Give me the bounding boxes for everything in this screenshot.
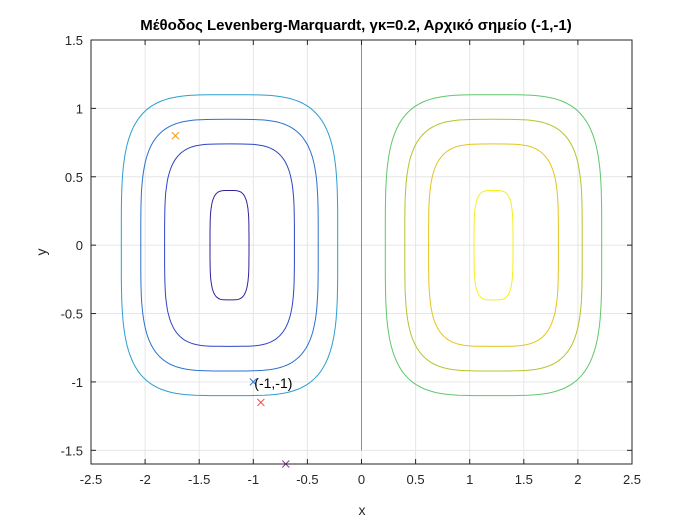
y-axis-label: y bbox=[33, 249, 49, 256]
chart-title: Μέθοδος Levenberg-Marquardt, γκ=0.2, Αρχ… bbox=[140, 17, 572, 34]
contour-line bbox=[428, 143, 559, 347]
contour-line bbox=[404, 118, 583, 372]
x-tick-label: 1 bbox=[466, 472, 473, 487]
y-tick-label: -1.5 bbox=[61, 443, 83, 458]
contour-line bbox=[384, 94, 603, 397]
contour-line bbox=[164, 143, 295, 347]
x-tick-label: -0.5 bbox=[296, 472, 318, 487]
x-tick-label: 0 bbox=[358, 472, 365, 487]
contour-line bbox=[209, 190, 250, 301]
point-annotation: (-1,-1) bbox=[254, 375, 292, 391]
x-marker bbox=[249, 378, 258, 386]
annotations: (-1,-1) bbox=[254, 375, 292, 391]
x-tick-label: -1.5 bbox=[188, 472, 210, 487]
axis-ticks: -2.5 -2 -1.5 -1 -0.5 0 0.5 1 1.5 2 2.5 1.5 1 0.5 0 -0.5… bbox=[61, 33, 641, 487]
contour-line bbox=[140, 118, 319, 372]
x-marker-stroke bbox=[249, 378, 258, 386]
x-marker bbox=[171, 131, 180, 140]
y-tick-label: -1 bbox=[71, 375, 83, 390]
contour-line bbox=[473, 190, 514, 301]
y-tick-label: 1.5 bbox=[65, 33, 83, 48]
x-tick-label: -2 bbox=[139, 472, 151, 487]
x-marker-stroke bbox=[257, 398, 265, 407]
x-marker-stroke bbox=[171, 131, 180, 140]
y-tick-label: 1 bbox=[76, 101, 83, 116]
x-tick-label: -1 bbox=[248, 472, 260, 487]
y-tick-label: 0.5 bbox=[65, 170, 83, 185]
x-axis-label: x bbox=[359, 502, 366, 518]
x-tick-label: 0.5 bbox=[407, 472, 425, 487]
x-tick-label: 1.5 bbox=[515, 472, 533, 487]
y-tick-label: 0 bbox=[76, 238, 83, 253]
y-tick-label: -0.5 bbox=[61, 307, 83, 322]
x-tick-label: 2 bbox=[574, 472, 581, 487]
contour-lines bbox=[120, 94, 603, 397]
x-tick-label: 2.5 bbox=[623, 472, 641, 487]
x-marker bbox=[257, 398, 265, 407]
contour-line bbox=[120, 94, 339, 397]
x-tick-label: -2.5 bbox=[80, 472, 102, 487]
